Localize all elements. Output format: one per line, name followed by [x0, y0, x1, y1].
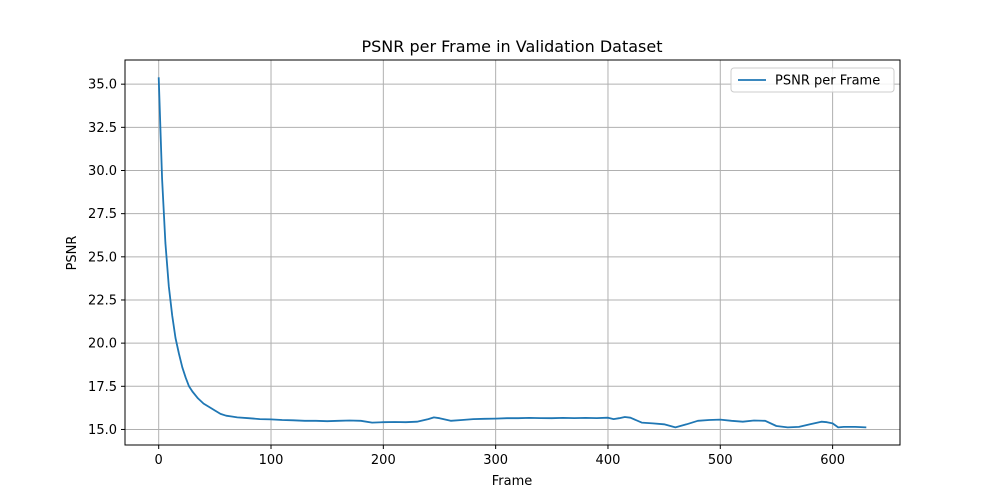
- plot-area: 0 100 200 300 400 500 600 15.0 17.5 20.0 22.5 25.0 2…: [88, 59, 901, 468]
- y-tick-label: 15.0: [88, 423, 117, 438]
- y-axis-label: PSNR: [65, 236, 80, 271]
- x-tick-label: 200: [371, 453, 396, 468]
- y-tick-label: 20.0: [88, 337, 117, 352]
- y-tick-label: 17.5: [88, 380, 117, 395]
- chart-title: PSNR per Frame in Validation Dataset: [362, 37, 663, 56]
- x-tick-label: 500: [708, 453, 733, 468]
- x-axis-label: Frame: [492, 474, 533, 489]
- y-tick-label: 32.5: [88, 121, 117, 136]
- y-tick-label: 35.0: [88, 78, 117, 93]
- x-tick-label: 400: [596, 453, 621, 468]
- x-tick-label: 0: [155, 453, 163, 468]
- y-tick-label: 22.5: [88, 293, 117, 308]
- x-tick-label: 300: [483, 453, 508, 468]
- series-line-psnr: [157, 77, 867, 429]
- y-tick-label: 27.5: [88, 207, 117, 222]
- y-tick-label: 30.0: [88, 164, 117, 179]
- legend-label: PSNR per Frame: [775, 74, 880, 89]
- x-tick-label: 100: [259, 453, 284, 468]
- legend-box: [730, 67, 895, 93]
- y-tick-label: 25.0: [88, 250, 117, 265]
- axes-frame: [124, 59, 901, 446]
- x-tick-label: 600: [820, 453, 845, 468]
